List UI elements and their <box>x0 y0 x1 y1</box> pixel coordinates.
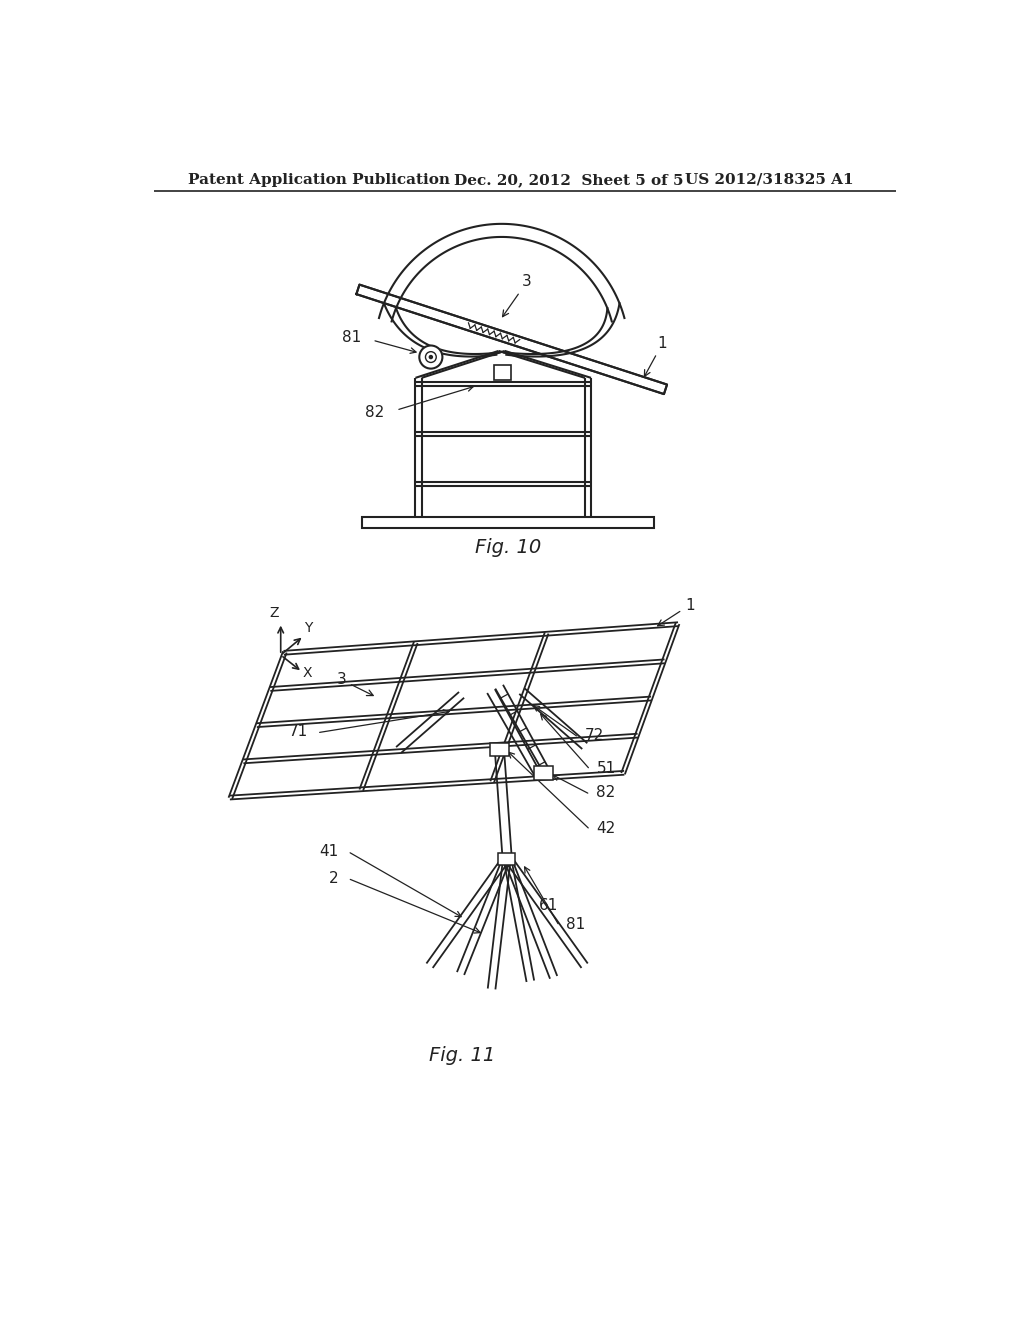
Text: Fig. 11: Fig. 11 <box>428 1045 495 1065</box>
Text: 3: 3 <box>503 275 532 317</box>
Bar <box>494 364 511 380</box>
Circle shape <box>429 355 432 359</box>
Text: Z: Z <box>269 606 280 619</box>
Text: Y: Y <box>304 620 312 635</box>
Polygon shape <box>356 285 667 395</box>
Text: US 2012/318325 A1: US 2012/318325 A1 <box>685 173 854 187</box>
Text: Dec. 20, 2012  Sheet 5 of 5: Dec. 20, 2012 Sheet 5 of 5 <box>454 173 683 187</box>
Text: 81: 81 <box>565 917 585 932</box>
Circle shape <box>419 346 442 368</box>
Bar <box>535 767 553 780</box>
Bar <box>498 853 515 865</box>
Text: 51: 51 <box>596 760 615 776</box>
Text: 72: 72 <box>585 729 604 743</box>
Text: 71: 71 <box>289 723 307 739</box>
Text: 1: 1 <box>657 598 694 626</box>
Text: 42: 42 <box>596 821 615 836</box>
Text: 82: 82 <box>366 405 385 420</box>
Text: 1: 1 <box>644 335 668 376</box>
Text: X: X <box>302 665 311 680</box>
Text: 2: 2 <box>329 871 339 886</box>
Text: 61: 61 <box>539 898 558 913</box>
Text: Fig. 10: Fig. 10 <box>475 537 541 557</box>
Text: Patent Application Publication: Patent Application Publication <box>188 173 451 187</box>
Bar <box>361 517 654 528</box>
Text: 82: 82 <box>596 785 615 800</box>
Bar <box>490 743 509 755</box>
Text: 3: 3 <box>337 672 373 696</box>
Text: 81: 81 <box>342 330 361 346</box>
Text: 41: 41 <box>319 843 339 859</box>
